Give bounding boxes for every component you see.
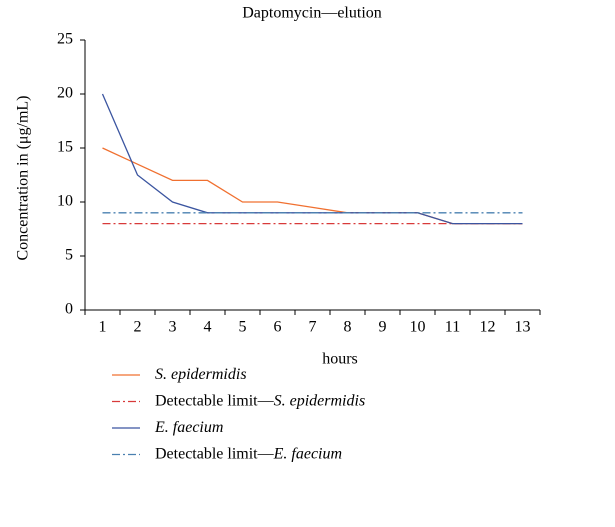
series-line (101, 93, 523, 225)
legend-text: S. epidermidis (155, 366, 247, 383)
x-tick-label: 7 (309, 319, 317, 336)
legend-label: S. epidermidis (155, 366, 247, 383)
x-tick-label: 11 (445, 319, 460, 336)
chart-title: Daptomycin—elution (242, 5, 382, 22)
y-tick-label: 10 (57, 193, 73, 210)
legend-text: Detectable limit— (155, 445, 275, 462)
x-axis-label: hours (322, 351, 358, 368)
legend-label: Detectable limit—E. faecium (155, 445, 342, 462)
x-tick-label: 12 (480, 319, 496, 336)
y-tick-label: 5 (65, 247, 73, 264)
legend-text: E. faecium (273, 445, 342, 462)
legend-text: S. epidermidis (274, 392, 366, 409)
y-tick-label: 15 (57, 139, 73, 156)
y-tick-label: 25 (57, 31, 73, 48)
x-tick-label: 6 (274, 319, 282, 336)
legend-text: E. faecium (154, 419, 223, 436)
y-tick-label: 20 (57, 85, 73, 102)
x-tick-label: 1 (99, 319, 107, 336)
x-tick-label: 3 (169, 319, 177, 336)
y-tick-label: 0 (65, 301, 73, 318)
x-tick-label: 5 (239, 319, 247, 336)
legend-text: Detectable limit— (155, 392, 275, 409)
x-tick-label: 9 (379, 319, 387, 336)
legend-label: Detectable limit—S. epidermidis (155, 392, 365, 409)
x-tick-label: 8 (344, 319, 352, 336)
x-tick-label: 10 (410, 319, 426, 336)
x-tick-label: 4 (204, 319, 212, 336)
legend-label: E. faecium (154, 419, 223, 436)
x-tick-label: 2 (134, 319, 142, 336)
y-axis-label: Concentration in (μg/mL) (15, 96, 32, 261)
x-tick-label: 13 (515, 319, 531, 336)
